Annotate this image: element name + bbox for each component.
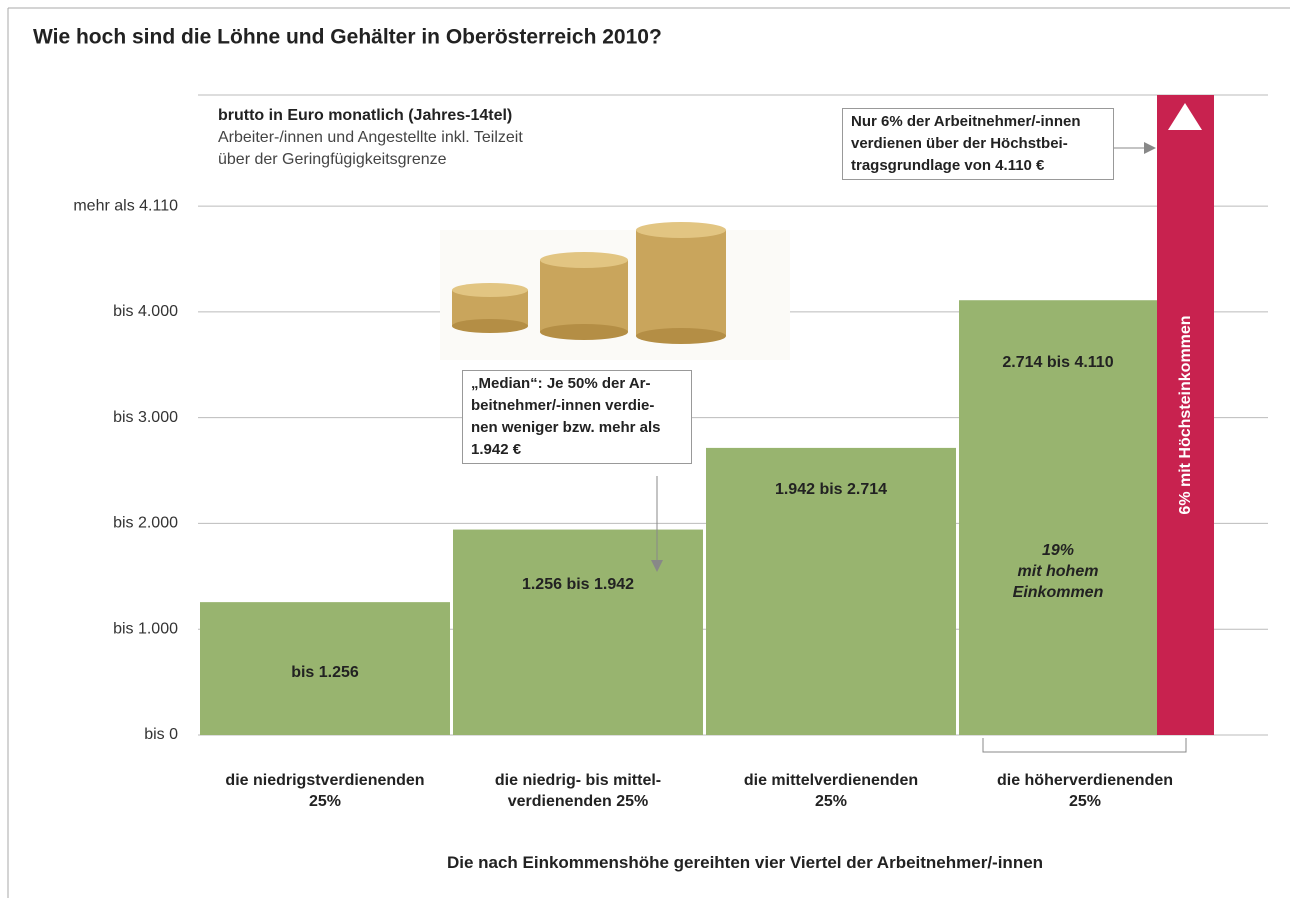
value-label: 1.256 bis 1.942 bbox=[522, 576, 634, 593]
y-tick-label: mehr als 4.110 bbox=[73, 197, 178, 214]
note: Arbeiter-/innen und Angestellte inkl. Te… bbox=[218, 129, 523, 168]
arrow-up bbox=[1168, 103, 1202, 130]
y-tick-label: bis 2.000 bbox=[113, 515, 178, 532]
top-income-label: 6% mit Höchsteinkommen bbox=[1177, 315, 1194, 514]
value-label: 1.942 bis 2.714 bbox=[775, 481, 887, 498]
bars bbox=[200, 300, 1157, 735]
top-arrowhead bbox=[1144, 142, 1156, 154]
bar bbox=[453, 529, 703, 735]
median-box: „Median“: Je 50% der Ar- beitnehmer/-inn… bbox=[462, 370, 692, 464]
top-box: Nur 6% der Arbeitnehmer/-innen verdienen… bbox=[842, 108, 1114, 180]
top-income-column bbox=[1157, 95, 1214, 735]
bar bbox=[200, 602, 450, 735]
value-label: bis 1.256 bbox=[291, 664, 359, 681]
x-tick-label: die niedrig- bis mittel- verdienenden 25… bbox=[494, 772, 662, 810]
chart-title: Wie hoch sind die Löhne und Gehälter in … bbox=[33, 26, 662, 49]
subtitle: brutto in Euro monatlich (Jahres-14tel) bbox=[218, 107, 513, 124]
x-tick-label: die niedrigstverdienenden 25% bbox=[225, 772, 425, 810]
x-tick-label: die mittelverdienenden 25% bbox=[743, 772, 919, 810]
value-label: 2.714 bis 4.110 bbox=[1002, 354, 1113, 371]
x-axis-title: Die nach Einkommenshöhe gereihten vier V… bbox=[446, 853, 1044, 872]
y-tick-label: bis 3.000 bbox=[113, 409, 178, 426]
y-tick-label: bis 1.000 bbox=[113, 620, 178, 637]
high-income-label: 19% mit hohem Einkommen bbox=[1012, 542, 1104, 601]
median-arrowhead bbox=[651, 560, 663, 572]
bar bbox=[706, 447, 956, 735]
x-tick-label: die höherverdienenden 25% bbox=[996, 772, 1174, 810]
bracket bbox=[982, 738, 1187, 753]
y-tick-label: bis 0 bbox=[144, 726, 178, 743]
y-tick-label: bis 4.000 bbox=[113, 303, 178, 320]
bar bbox=[959, 300, 1157, 735]
coins bbox=[440, 222, 790, 360]
